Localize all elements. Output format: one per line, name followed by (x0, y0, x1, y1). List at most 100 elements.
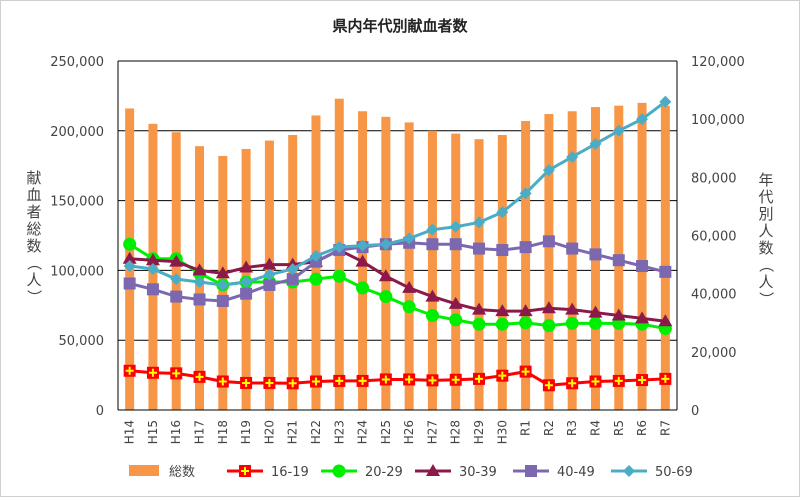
x-tick-label: R7 (658, 420, 672, 436)
point-16-19-H18-cross (218, 377, 227, 386)
point-40-49-H20 (263, 278, 276, 291)
point-50-69-R6 (636, 113, 649, 126)
x-tick-label: R2 (542, 420, 556, 436)
point-40-49-R2 (542, 235, 555, 248)
point-30-39-R2 (541, 301, 556, 314)
point-20-29-H25 (379, 290, 393, 304)
point-30-39-H17 (192, 263, 207, 276)
point-16-19-H24-cross (358, 376, 367, 385)
bar-H16 (171, 132, 181, 411)
y-right-tick-label: 80,000 (691, 171, 737, 186)
point-16-19-H30 (496, 369, 509, 382)
x-tick-label: H25 (379, 420, 393, 444)
y-left-tick-label: 200,000 (50, 125, 104, 140)
point-40-49-H19 (240, 287, 253, 300)
point-20-29-R3 (565, 316, 579, 330)
y-right-label-char: 数 (758, 239, 773, 257)
y-left-label-char: 献 (26, 169, 41, 187)
point-40-49-H21 (286, 273, 299, 286)
point-20-29-H29 (472, 317, 486, 331)
point-30-39-H19 (239, 260, 254, 273)
x-tick-label: H28 (449, 420, 463, 444)
y-right-label-char: 代 (758, 188, 773, 206)
x-tick-label: H19 (239, 420, 253, 444)
bar-R2 (544, 114, 554, 410)
bars-layer (125, 98, 670, 411)
point-40-49-H30 (496, 244, 509, 257)
point-50-69-H28 (449, 220, 462, 233)
point-30-39-R1 (518, 304, 533, 317)
point-30-39-R3 (565, 302, 580, 315)
legend-marker-16-19-cross (241, 467, 249, 475)
point-20-29-R4 (588, 316, 602, 330)
y-left-tick-label: 100,000 (50, 264, 104, 279)
point-50-69-R5 (612, 124, 625, 137)
x-tick-label: R3 (565, 420, 579, 436)
point-16-19-R5 (612, 374, 625, 387)
point-16-19-H21 (286, 377, 299, 390)
y-left-label-char: 血 (26, 186, 41, 204)
point-40-49-R4 (589, 248, 602, 261)
point-16-19-R6 (636, 374, 649, 387)
y-right-label-char: （ (757, 257, 775, 272)
point-16-19-R1-cross (521, 367, 530, 376)
point-16-19-H26 (403, 373, 416, 386)
bar-H30 (497, 134, 507, 410)
point-16-19-R6-cross (638, 376, 647, 385)
point-16-19-H28 (449, 373, 462, 386)
legend-label: 50-69 (655, 465, 693, 480)
point-30-39-H18 (215, 266, 230, 279)
point-20-29-H22 (309, 272, 323, 286)
point-16-19-R2-cross (544, 381, 553, 390)
legend-label: 総数 (169, 465, 195, 480)
point-40-49-R7 (659, 265, 672, 278)
y-left-label-char: 総 (26, 220, 41, 238)
point-50-69-R2 (542, 164, 555, 177)
y-right-tick-label: 120,000 (691, 55, 745, 70)
point-16-19-H27-cross (428, 376, 437, 385)
series-line-20-29 (128, 242, 666, 331)
y-right-tick-label: 20,000 (691, 346, 737, 361)
y-right-tick-label: 40,000 (691, 288, 737, 303)
point-30-39-H29 (472, 302, 487, 315)
y-right-label-char: ） (757, 291, 775, 306)
y-right-tick-label: 0 (691, 404, 699, 419)
y-right-label-char: 人 (758, 273, 773, 291)
legend-label: 16-19 (271, 465, 309, 480)
point-16-19-H23-cross (335, 376, 344, 385)
point-16-19-H27 (426, 374, 439, 387)
point-16-19-H24 (356, 374, 369, 387)
point-50-69-H24 (356, 239, 369, 252)
point-16-19-H25 (379, 373, 392, 386)
point-20-29-H24 (356, 281, 370, 295)
x-tick-label: H23 (332, 420, 346, 444)
point-16-19-H14 (123, 364, 136, 377)
point-16-19-H26-cross (405, 375, 414, 384)
bar-H27 (427, 130, 437, 411)
point-50-69-R4 (589, 137, 602, 150)
point-30-39-H26 (402, 280, 417, 293)
x-tick-label: H22 (309, 420, 323, 444)
point-20-29-H27 (425, 308, 439, 322)
point-30-39-H27 (425, 289, 440, 302)
point-16-19-R7-cross (661, 374, 670, 383)
point-16-19-H19-cross (242, 378, 251, 387)
point-16-19-H22-cross (311, 377, 320, 386)
x-tick-label: R4 (588, 420, 602, 436)
point-50-69-H20 (263, 268, 276, 281)
x-tick-label: H26 (402, 420, 416, 444)
y-right-label-char: 別 (758, 205, 773, 223)
point-16-19-H15-cross (148, 368, 157, 377)
point-50-69-R3 (566, 150, 579, 163)
point-50-69-R7 (659, 95, 672, 108)
point-16-19-R7 (659, 372, 672, 385)
point-40-49-R1 (519, 241, 532, 254)
point-16-19-H23 (333, 374, 346, 387)
y-right-label-char: 人 (758, 222, 773, 240)
x-tick-label: H29 (472, 420, 486, 444)
series-line-50-69 (129, 100, 667, 287)
point-40-49-R5 (612, 254, 625, 267)
